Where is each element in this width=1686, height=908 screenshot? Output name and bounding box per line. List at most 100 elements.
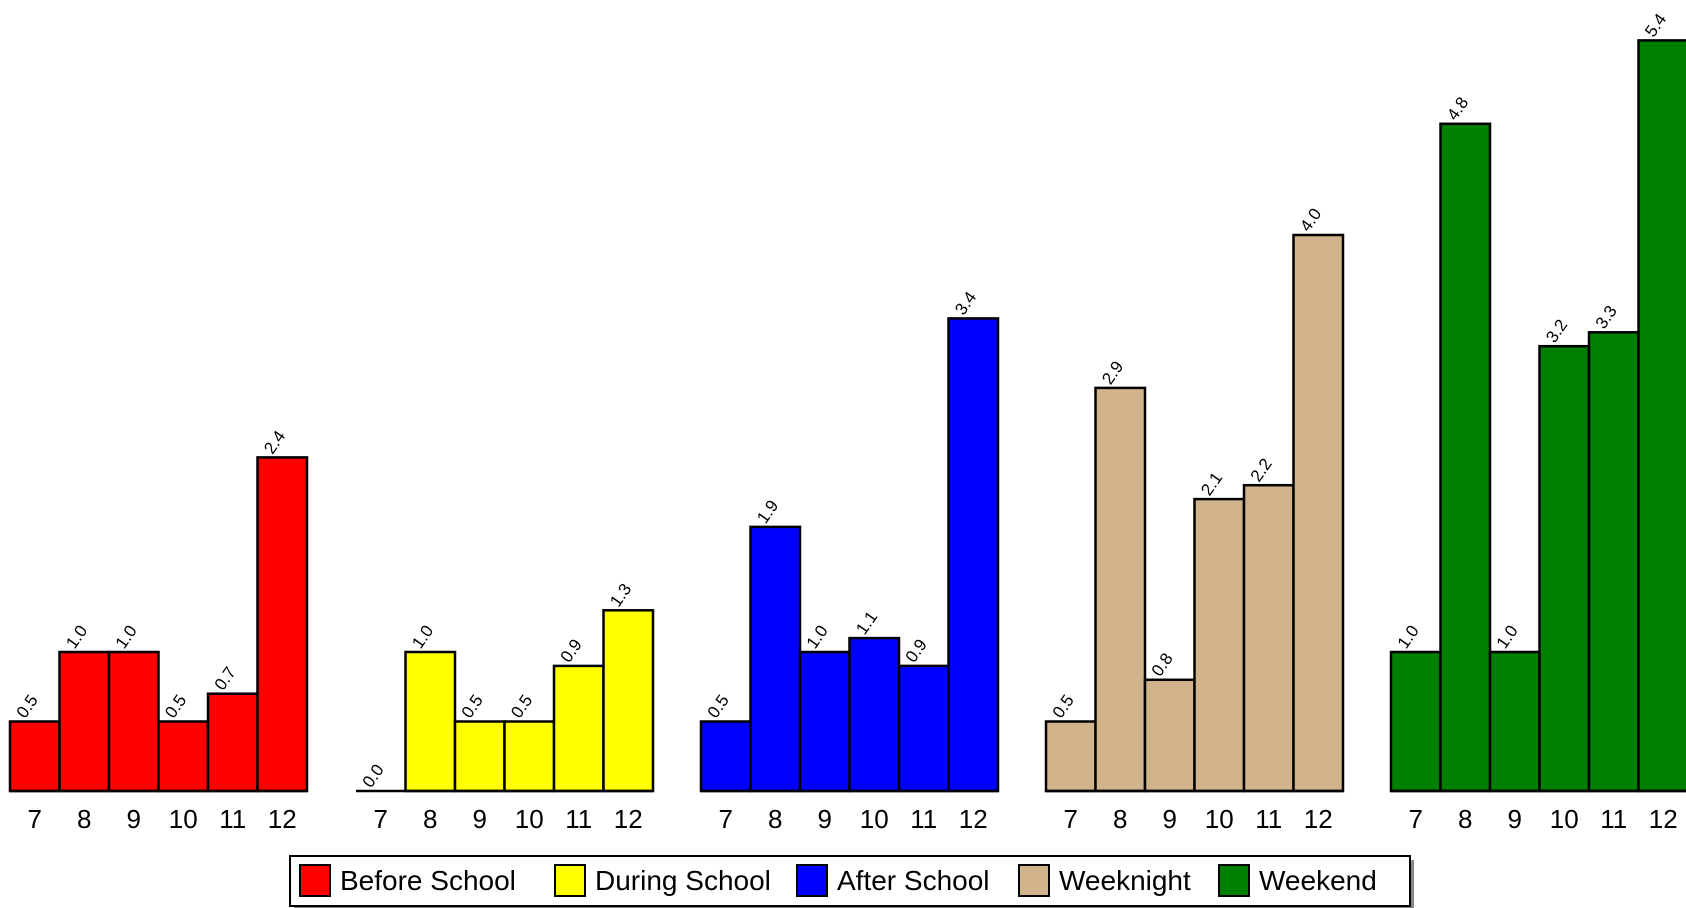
bar bbox=[848, 636, 901, 793]
data-label: 3.2 bbox=[1542, 316, 1571, 346]
bar bbox=[1044, 720, 1097, 793]
x-tick-label: 9 bbox=[1508, 804, 1522, 834]
data-label: 3.3 bbox=[1592, 302, 1621, 332]
bar bbox=[58, 650, 111, 793]
x-tick-label: 7 bbox=[374, 804, 388, 834]
legend-label: During School bbox=[595, 865, 771, 896]
bar bbox=[1439, 122, 1492, 793]
x-tick-label: 12 bbox=[1304, 804, 1333, 834]
bar bbox=[157, 720, 210, 793]
bar bbox=[1488, 650, 1541, 793]
data-label: 0.5 bbox=[507, 691, 536, 721]
x-tick-label: 7 bbox=[28, 804, 42, 834]
legend-swatch bbox=[1218, 864, 1250, 897]
data-label: 3.4 bbox=[951, 288, 980, 318]
legend-swatch bbox=[299, 864, 331, 897]
data-label: 2.9 bbox=[1098, 358, 1127, 388]
bar bbox=[1242, 483, 1295, 793]
data-label: 1.1 bbox=[852, 608, 881, 638]
x-tick-label: 8 bbox=[77, 804, 91, 834]
data-label: 4.8 bbox=[1443, 94, 1472, 124]
x-tick-label: 8 bbox=[423, 804, 437, 834]
data-label: 1.0 bbox=[112, 622, 141, 652]
x-tick-label: 8 bbox=[1458, 804, 1472, 834]
bar bbox=[8, 720, 61, 793]
x-tick-label: 10 bbox=[860, 804, 889, 834]
x-tick-label: 12 bbox=[1649, 804, 1678, 834]
chart-panels: 0.571.081.090.5100.7112.4120.071.080.590… bbox=[8, 10, 1686, 834]
x-tick-label: 9 bbox=[127, 804, 141, 834]
data-label: 1.0 bbox=[408, 622, 437, 652]
bar bbox=[897, 664, 950, 793]
bar bbox=[602, 609, 655, 793]
bar bbox=[206, 692, 259, 793]
bar bbox=[798, 650, 851, 793]
x-tick-label: 11 bbox=[219, 804, 246, 834]
bar bbox=[699, 720, 752, 793]
bar bbox=[1389, 650, 1442, 793]
bar bbox=[947, 317, 1000, 793]
x-tick-label: 7 bbox=[719, 804, 733, 834]
panel-after-school: 0.5 7 1.9 8 1.0 9 1.1 10 0.9 11 3.4 12 bbox=[699, 288, 1000, 834]
legend-swatch bbox=[796, 864, 828, 897]
x-tick-label: 10 bbox=[1205, 804, 1234, 834]
data-label: 0.9 bbox=[902, 636, 931, 666]
x-tick-label: 7 bbox=[1409, 804, 1423, 834]
data-label: 4.0 bbox=[1296, 205, 1325, 235]
data-label: 2.4 bbox=[260, 427, 289, 457]
legend: Before School During School After School We… bbox=[289, 855, 1414, 908]
panel-weeknight: 0.5 7 2.9 8 0.8 9 2.1 10 2.2 11 4.0 12 bbox=[1044, 205, 1345, 834]
bar bbox=[1587, 331, 1640, 793]
bar bbox=[1094, 386, 1147, 793]
bar bbox=[1538, 344, 1591, 793]
data-label: 5.4 bbox=[1641, 10, 1670, 40]
x-tick-label: 10 bbox=[169, 804, 198, 834]
panel-before-school: 0.5 7 1.0 8 1.0 9 0.5 10 0.7 11 2.4 12 bbox=[8, 427, 309, 834]
bar bbox=[256, 456, 309, 793]
data-label: 0.9 bbox=[557, 636, 586, 666]
x-tick-label: 9 bbox=[473, 804, 487, 834]
x-tick-label: 7 bbox=[1064, 804, 1078, 834]
x-tick-label: 11 bbox=[1255, 804, 1282, 834]
bar bbox=[1292, 233, 1345, 793]
legend-label: Before School bbox=[340, 865, 516, 896]
x-tick-label: 11 bbox=[565, 804, 592, 834]
data-label: 0.0 bbox=[359, 761, 388, 791]
data-label: 0.5 bbox=[458, 691, 487, 721]
bar bbox=[1143, 678, 1196, 793]
panel-weekend: 1.0 7 4.8 8 1.0 9 3.2 10 3.3 11 5.4 12 bbox=[1389, 10, 1686, 834]
x-tick-label: 12 bbox=[268, 804, 297, 834]
x-tick-label: 11 bbox=[1600, 804, 1627, 834]
x-tick-label: 9 bbox=[818, 804, 832, 834]
legend-swatch bbox=[1018, 864, 1050, 897]
data-label: 0.8 bbox=[1148, 650, 1177, 680]
x-tick-label: 9 bbox=[1163, 804, 1177, 834]
data-label: 1.0 bbox=[62, 622, 91, 652]
data-label: 0.5 bbox=[161, 691, 190, 721]
data-label: 2.1 bbox=[1197, 469, 1226, 499]
x-tick-label: 12 bbox=[614, 804, 643, 834]
bar bbox=[1637, 39, 1686, 793]
x-tick-label: 10 bbox=[515, 804, 544, 834]
bar bbox=[453, 720, 506, 793]
bar bbox=[107, 650, 160, 793]
legend-label: Weeknight bbox=[1059, 865, 1191, 896]
legend-swatch bbox=[554, 864, 586, 897]
data-label: 1.0 bbox=[1394, 622, 1423, 652]
x-tick-label: 11 bbox=[910, 804, 937, 834]
data-label: 0.5 bbox=[704, 691, 733, 721]
data-label: 0.5 bbox=[1049, 691, 1078, 721]
bar bbox=[552, 664, 605, 793]
x-tick-label: 8 bbox=[1113, 804, 1127, 834]
panel-during-school: 0.0 7 1.0 8 0.5 9 0.5 10 0.9 11 1.3 12 bbox=[356, 580, 655, 834]
bar bbox=[1193, 497, 1246, 793]
legend-label: Weekend bbox=[1259, 865, 1377, 896]
x-tick-label: 12 bbox=[959, 804, 988, 834]
bar bbox=[503, 720, 556, 793]
x-tick-label: 10 bbox=[1550, 804, 1579, 834]
data-label: 0.7 bbox=[211, 663, 240, 693]
legend-label: After School bbox=[837, 865, 990, 896]
data-label: 0.5 bbox=[13, 691, 42, 721]
data-label: 1.3 bbox=[606, 580, 635, 610]
